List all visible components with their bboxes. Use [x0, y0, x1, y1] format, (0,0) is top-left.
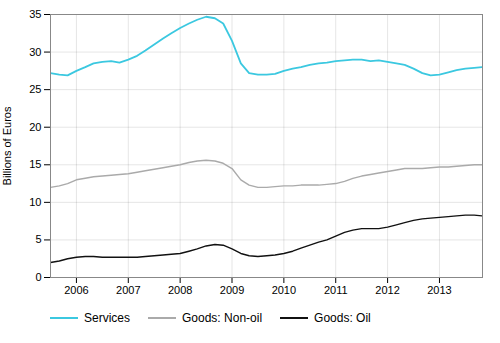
svg-text:10: 10	[29, 196, 41, 208]
svg-text:0: 0	[35, 271, 41, 283]
svg-text:20: 20	[29, 121, 41, 133]
html-text:Goods: Oil: Goods: Oil	[314, 311, 371, 325]
svg-text:2010: 2010	[272, 284, 296, 296]
svg-text:5: 5	[35, 233, 41, 245]
svg-text:35: 35	[29, 8, 41, 20]
svg-text:30: 30	[29, 46, 41, 58]
svg-text:15: 15	[29, 158, 41, 170]
html-text:Services: Services	[84, 311, 130, 325]
svg-text:2013: 2013	[427, 284, 451, 296]
svg-text:25: 25	[29, 83, 41, 95]
html-text:Goods: Non-oil: Goods: Non-oil	[182, 311, 263, 325]
svg-text:2008: 2008	[168, 284, 192, 296]
svg-text:2009: 2009	[220, 284, 244, 296]
svg-text:2011: 2011	[324, 284, 348, 296]
svg-text:Billions of Euros: Billions of Euros	[1, 106, 13, 185]
svg-text:2006: 2006	[64, 284, 88, 296]
svg-text:2012: 2012	[375, 284, 399, 296]
svg-text:2007: 2007	[116, 284, 140, 296]
